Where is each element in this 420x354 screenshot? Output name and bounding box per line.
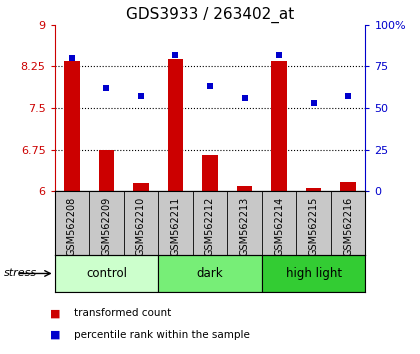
Text: GSM562211: GSM562211 (171, 196, 181, 256)
Text: stress: stress (4, 268, 37, 279)
Title: GDS3933 / 263402_at: GDS3933 / 263402_at (126, 7, 294, 23)
Bar (271, 61, 287, 191)
Text: high light: high light (286, 267, 341, 280)
Bar (64, 61, 80, 191)
Bar (202, 155, 218, 191)
Bar (133, 183, 149, 191)
Text: ■: ■ (50, 308, 61, 318)
Text: control: control (86, 267, 127, 280)
Text: percentile rank within the sample: percentile rank within the sample (74, 330, 249, 339)
Text: GSM562213: GSM562213 (239, 196, 249, 256)
Bar (306, 188, 321, 191)
Bar (237, 185, 252, 191)
Text: dark: dark (197, 267, 223, 280)
Text: GSM562214: GSM562214 (274, 196, 284, 256)
Bar (99, 150, 114, 191)
Text: transformed count: transformed count (74, 308, 171, 318)
Bar (158, 255, 262, 292)
Text: GSM562212: GSM562212 (205, 196, 215, 256)
Text: GSM562215: GSM562215 (309, 196, 319, 256)
Text: GSM562209: GSM562209 (101, 196, 111, 256)
Bar (340, 182, 356, 191)
Bar (55, 255, 158, 292)
Text: ■: ■ (50, 330, 61, 339)
Text: GSM562210: GSM562210 (136, 196, 146, 256)
Text: GSM562208: GSM562208 (67, 196, 77, 256)
Text: GSM562216: GSM562216 (343, 196, 353, 256)
Bar (168, 59, 183, 191)
Bar (262, 255, 365, 292)
